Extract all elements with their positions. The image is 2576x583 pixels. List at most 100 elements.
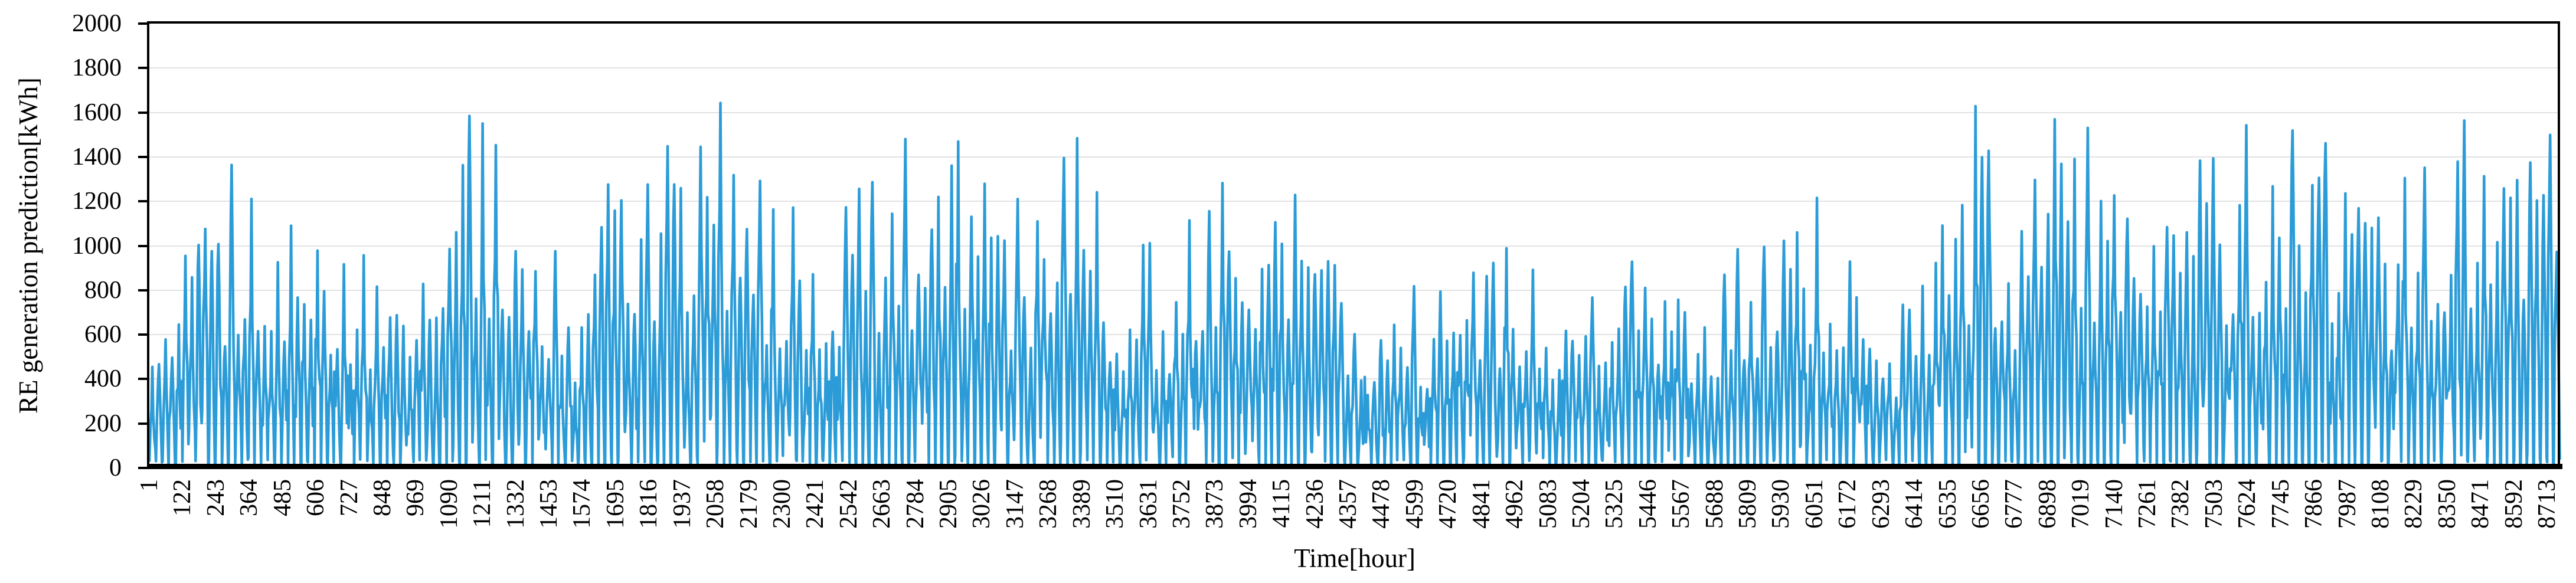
x-tick-label: 6535 — [1934, 479, 1962, 529]
x-tick-label: 7019 — [2067, 479, 2095, 529]
x-tick-label: 7987 — [2333, 479, 2361, 529]
x-tick-label: 4236 — [1301, 479, 1329, 529]
y-tick-label: 800 — [84, 276, 122, 304]
x-tick-label: 8471 — [2467, 479, 2495, 529]
x-tick-label: 8592 — [2500, 479, 2528, 529]
x-axis-title: Time[hour] — [1294, 543, 1416, 573]
x-tick-label: 8713 — [2533, 479, 2561, 529]
x-tick-label: 1574 — [568, 479, 596, 529]
x-tick-label: 606 — [302, 479, 330, 516]
y-axis-tick-mark — [138, 289, 149, 292]
x-tick-label: 3752 — [1168, 479, 1195, 529]
x-tick-label: 4478 — [1368, 479, 1395, 529]
y-tick-label: 1600 — [72, 99, 122, 126]
x-tick-label: 7382 — [2167, 479, 2195, 529]
y-tick-label: 0 — [109, 454, 122, 482]
x-tick-label: 364 — [236, 479, 263, 516]
x-tick-label: 5688 — [1701, 479, 1728, 529]
x-tick-label: 8108 — [2366, 479, 2394, 529]
x-tick-label: 5325 — [1601, 479, 1629, 529]
x-tick-label: 7140 — [2100, 479, 2128, 529]
y-axis-tick-mark — [138, 378, 149, 381]
horizontal-gridline — [149, 289, 2560, 291]
y-tick-label: 200 — [84, 410, 122, 437]
y-axis-title: RE generation prediction[kWh] — [14, 77, 43, 414]
x-tick-label: 6414 — [1901, 479, 1928, 529]
x-tick-label: 2784 — [901, 479, 929, 529]
x-tick-label: 3631 — [1135, 479, 1162, 529]
x-tick-label: 6898 — [2034, 479, 2061, 529]
x-tick-label: 485 — [269, 479, 296, 516]
x-tick-label: 2058 — [702, 479, 730, 529]
x-tick-label: 1816 — [635, 479, 663, 529]
horizontal-gridline — [149, 156, 2560, 158]
y-tick-label: 1400 — [72, 143, 122, 171]
x-tick-label: 3510 — [1101, 479, 1129, 529]
x-tick-label: 4841 — [1467, 479, 1495, 529]
x-tick-label: 848 — [368, 479, 396, 516]
x-tick-label: 3873 — [1201, 479, 1229, 529]
x-tick-label: 3268 — [1035, 479, 1063, 529]
x-tick-label: 3389 — [1068, 479, 1096, 529]
horizontal-gridline — [149, 201, 2560, 202]
y-axis-tick-mark — [138, 422, 149, 425]
y-axis-tick-mark — [138, 111, 149, 114]
x-tick-label: 5083 — [1534, 479, 1562, 529]
x-tick-label: 4962 — [1501, 479, 1529, 529]
x-tick-label: 3026 — [968, 479, 996, 529]
x-tick-label: 6777 — [2000, 479, 2028, 529]
x-tick-label: 727 — [335, 479, 363, 516]
y-axis-tick-mark — [138, 67, 149, 70]
y-tick-label: 1200 — [72, 188, 122, 215]
x-tick-label: 3147 — [1001, 479, 1029, 529]
horizontal-gridline — [149, 112, 2560, 113]
x-tick-label: 6051 — [1800, 479, 1828, 529]
y-axis-tick-mark — [138, 467, 149, 469]
x-tick-label: 2179 — [735, 479, 763, 529]
x-tick-label: 2300 — [768, 479, 796, 529]
x-tick-label: 3994 — [1234, 479, 1262, 529]
y-axis-tick-mark — [138, 244, 149, 247]
x-tick-label: 1090 — [435, 479, 463, 529]
x-tick-label: 5930 — [1767, 479, 1795, 529]
x-tick-label: 6656 — [1967, 479, 1995, 529]
y-axis-tick-mark — [138, 155, 149, 158]
x-tick-label: 122 — [169, 479, 197, 516]
x-tick-label: 2542 — [835, 479, 862, 529]
y-tick-label: 2000 — [72, 10, 122, 37]
y-axis-tick-mark — [138, 333, 149, 336]
x-tick-label: 2663 — [868, 479, 896, 529]
x-tick-label: 1937 — [668, 479, 696, 529]
x-tick-label: 7261 — [2134, 479, 2162, 529]
x-tick-label: 6172 — [1834, 479, 1862, 529]
x-tick-label: 4599 — [1401, 479, 1428, 529]
y-tick-label: 1800 — [72, 54, 122, 82]
x-tick-label: 1695 — [601, 479, 629, 529]
x-tick-label: 4115 — [1268, 479, 1296, 528]
y-tick-label: 1000 — [72, 232, 122, 260]
horizontal-gridline — [149, 422, 2560, 424]
x-tick-label: 6293 — [1867, 479, 1895, 529]
x-tick-label: 1332 — [502, 479, 529, 529]
x-tick-label: 5204 — [1567, 479, 1595, 529]
x-tick-label: 1 — [136, 479, 163, 492]
y-tick-label: 600 — [84, 321, 122, 349]
x-tick-label: 7624 — [2234, 479, 2261, 529]
y-tick-label: 400 — [84, 365, 122, 393]
horizontal-gridline — [149, 67, 2560, 69]
x-axis-line — [147, 464, 2562, 469]
horizontal-gridline — [149, 245, 2560, 247]
x-tick-label: 5446 — [1634, 479, 1662, 529]
x-tick-label: 1453 — [535, 479, 563, 529]
y-axis-tick-mark — [138, 22, 149, 25]
x-tick-label: 243 — [202, 479, 230, 516]
x-tick-label: 1211 — [469, 479, 496, 528]
x-tick-label: 7866 — [2300, 479, 2328, 529]
x-tick-label: 7503 — [2200, 479, 2228, 529]
x-tick-label: 7745 — [2267, 479, 2294, 529]
x-tick-label: 4720 — [1434, 479, 1462, 529]
x-tick-label: 8350 — [2433, 479, 2461, 529]
x-tick-label: 969 — [402, 479, 430, 516]
